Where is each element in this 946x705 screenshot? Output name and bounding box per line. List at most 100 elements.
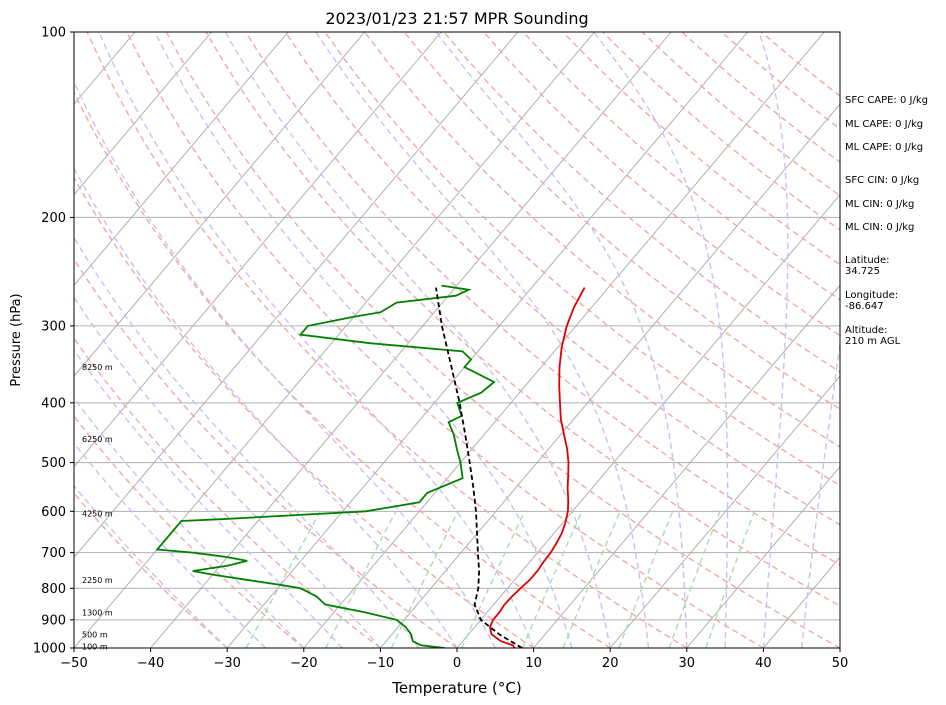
height-label: 1300 m — [82, 608, 113, 617]
isotherm-line — [380, 103, 840, 648]
moist-adiabat — [98, 32, 535, 648]
altitude-value: 210 m AGL — [845, 336, 901, 347]
moist-adiabat — [801, 339, 840, 648]
latitude-value: 34.725 — [845, 266, 880, 277]
stat-ml-cape-2: ML CAPE: 0 J/kg — [845, 142, 924, 153]
x-tick-label: 30 — [679, 656, 696, 671]
dry-adiabat — [126, 32, 764, 648]
isotherm-line — [74, 32, 595, 648]
isotherm-line — [74, 32, 366, 377]
isotherm-line — [74, 32, 289, 287]
height-label: 8250 m — [82, 363, 113, 372]
dry-adiabat — [483, 32, 840, 337]
stat-ml-cape: ML CAPE: 0 J/kg — [845, 119, 924, 130]
moist-adiabat — [74, 236, 420, 648]
dry-adiabat — [74, 492, 228, 648]
height-label: 2250 m — [82, 576, 113, 585]
mixing-ratio-line — [245, 510, 321, 648]
isotherm-line — [609, 375, 840, 648]
dry-adiabat — [245, 32, 840, 566]
isotherm-line — [226, 32, 749, 648]
x-tick-label: −30 — [213, 656, 240, 671]
y-tick-label: 200 — [41, 211, 66, 226]
dry-adiabat — [205, 32, 840, 607]
y-axis-label: Pressure (hPa) — [9, 293, 24, 386]
y-tick-label: 1000 — [33, 642, 66, 657]
latitude-label: Latitude: — [845, 255, 890, 266]
mixing-ratio-line — [325, 510, 397, 648]
moist-adiabat — [74, 397, 305, 648]
dry-adiabat — [74, 415, 305, 648]
y-tick-label: 900 — [41, 613, 66, 628]
mixing-ratio-line — [705, 511, 755, 648]
moist-adiabat — [74, 484, 228, 648]
isotherm-line — [456, 194, 840, 648]
mixing-ratio-line — [562, 511, 621, 648]
moist-adiabat — [758, 32, 789, 648]
dry-adiabat — [522, 32, 840, 301]
isotherm-line — [74, 32, 519, 559]
x-tick-label: −40 — [137, 656, 164, 671]
isotherm-line — [74, 32, 212, 196]
mixing-ratio-line — [668, 511, 721, 648]
plot-frame — [73, 31, 841, 649]
temperature-profile — [488, 287, 586, 648]
x-tick-label: −10 — [367, 656, 394, 671]
moist-adiabat — [435, 32, 688, 648]
y-tick-label: 800 — [41, 582, 66, 597]
mixing-ratio-line — [618, 511, 674, 648]
moist-adiabat — [315, 32, 650, 648]
dry-adiabat — [74, 337, 381, 648]
height-label: 100 m — [82, 643, 108, 652]
dry-adiabat — [86, 32, 688, 648]
y-tick-label: 400 — [41, 396, 66, 411]
mixing-ratio-line — [461, 511, 526, 648]
dry-adiabat — [284, 32, 840, 526]
parcel-profile — [435, 287, 523, 648]
longitude-value: -86.647 — [845, 301, 884, 312]
stat-sfc-cape: SFC CAPE: 0 J/kg — [845, 95, 928, 106]
x-axis-label: Temperature (°C) — [391, 679, 521, 697]
height-label: 500 m — [82, 630, 108, 639]
dry-adiabat — [74, 176, 534, 648]
x-tick-label: 40 — [755, 656, 772, 671]
isotherm-line — [686, 465, 840, 648]
height-label: 6250 m — [82, 435, 113, 444]
stat-sfc-cin: SFC CIN: 0 J/kg — [845, 175, 920, 186]
isotherm-line — [533, 284, 840, 648]
x-tick-label: 50 — [832, 656, 849, 671]
dry-adiabat — [74, 90, 611, 648]
y-tick-label: 600 — [41, 505, 66, 520]
y-tick-label: 500 — [41, 456, 66, 471]
dewpoint-profile — [155, 284, 496, 648]
moist-adiabat — [154, 32, 573, 648]
y-tick-label: 100 — [41, 26, 66, 41]
chart-title: 2023/01/23 21:57 MPR Sounding — [325, 9, 588, 28]
moist-adiabat — [74, 442, 266, 648]
isotherm-line — [150, 32, 672, 648]
moist-adiabat — [74, 166, 458, 648]
x-tick-label: 20 — [602, 656, 619, 671]
altitude-label: Altitude: — [845, 325, 888, 336]
mixing-ratio-line — [521, 511, 583, 648]
dry-adiabat — [165, 32, 840, 648]
moist-adiabat — [74, 80, 496, 648]
y-tick-label: 700 — [41, 546, 66, 561]
x-tick-label: −20 — [290, 656, 317, 671]
moist-adiabat — [74, 348, 343, 648]
longitude-label: Longitude: — [845, 290, 899, 301]
isotherm-line — [74, 32, 442, 468]
stat-ml-cin: ML CIN: 0 J/kg — [845, 199, 915, 210]
stat-ml-cin-2: ML CIN: 0 J/kg — [845, 222, 915, 233]
dry-adiabat — [324, 32, 840, 487]
height-label: 4250 m — [82, 510, 113, 519]
x-tick-label: 0 — [453, 656, 461, 671]
y-tick-label: 300 — [41, 319, 66, 334]
x-tick-label: 10 — [525, 656, 542, 671]
mixing-ratio-line — [390, 511, 459, 648]
x-tick-label: −50 — [60, 656, 87, 671]
moist-adiabat — [224, 32, 611, 648]
moist-adiabat — [593, 32, 729, 648]
moist-adiabat — [74, 296, 381, 648]
